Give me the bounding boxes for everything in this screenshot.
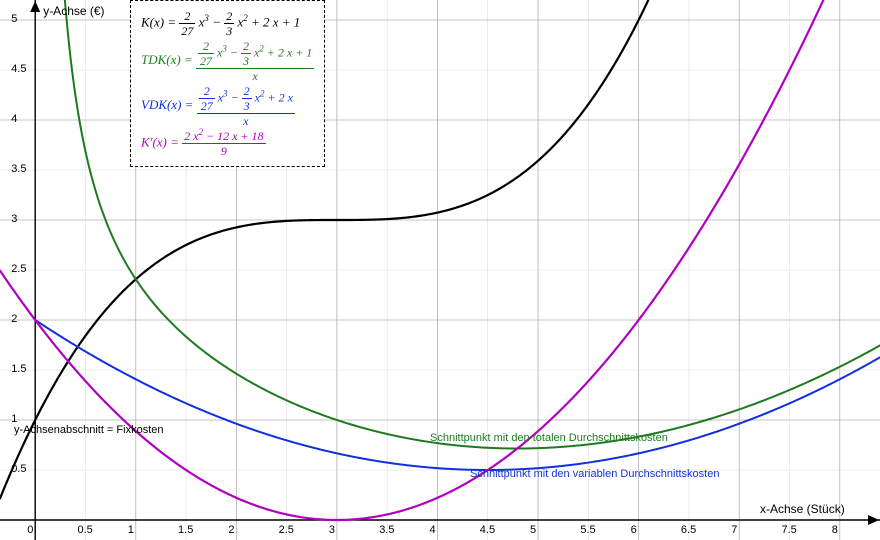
x-tick: 5 — [530, 524, 536, 536]
y-tick: 1.5 — [11, 363, 26, 375]
legend-row: VDK(x) = 227 x3 − 23 x2 + 2 xx — [141, 85, 314, 127]
annotation-fixkosten: y-Achsenabschnitt = Fixkosten — [14, 424, 164, 436]
x-tick: 7.5 — [781, 524, 796, 536]
x-tick: 2 — [228, 524, 234, 536]
x-tick: 2.5 — [279, 524, 294, 536]
legend-row: K(x) = 227 x3 − 23 x2 + 2 x + 1 — [141, 10, 314, 37]
x-tick: 0 — [27, 524, 33, 536]
x-tick: 3 — [329, 524, 335, 536]
x-tick: 6.5 — [681, 524, 696, 536]
y-tick: 5 — [11, 13, 17, 25]
x-axis-label: x-Achse (Stück) — [760, 502, 845, 516]
x-tick: 1 — [128, 524, 134, 536]
annotation-tdk: Schnittpunkt mit den totalen Durchschnit… — [430, 432, 668, 444]
y-tick: 2.5 — [11, 263, 26, 275]
y-axis-label: y-Achse (€) — [43, 4, 104, 18]
x-tick: 1.5 — [178, 524, 193, 536]
y-tick: 2 — [11, 313, 17, 325]
y-tick: 4.5 — [11, 63, 26, 75]
annotation-vdk: Schnittpunkt mit den variablen Durchschn… — [470, 468, 719, 480]
x-tick: 4.5 — [480, 524, 495, 536]
y-tick: 3.5 — [11, 163, 26, 175]
x-tick: 0.5 — [77, 524, 92, 536]
y-tick: 0.5 — [11, 463, 26, 475]
legend-row: K'(x) = 2 x2 − 12 x + 189 — [141, 130, 314, 157]
x-tick: 7 — [731, 524, 737, 536]
x-tick: 8 — [832, 524, 838, 536]
y-tick: 4 — [11, 113, 17, 125]
y-tick: 3 — [11, 213, 17, 225]
x-tick: 3.5 — [379, 524, 394, 536]
legend-row: TDK(x) = 227 x3 − 23 x2 + 2 x + 1x — [141, 40, 314, 82]
function-legend: K(x) = 227 x3 − 23 x2 + 2 x + 1 TDK(x) = … — [130, 0, 325, 167]
x-tick: 6 — [631, 524, 637, 536]
x-tick: 5.5 — [580, 524, 595, 536]
x-tick: 4 — [429, 524, 435, 536]
